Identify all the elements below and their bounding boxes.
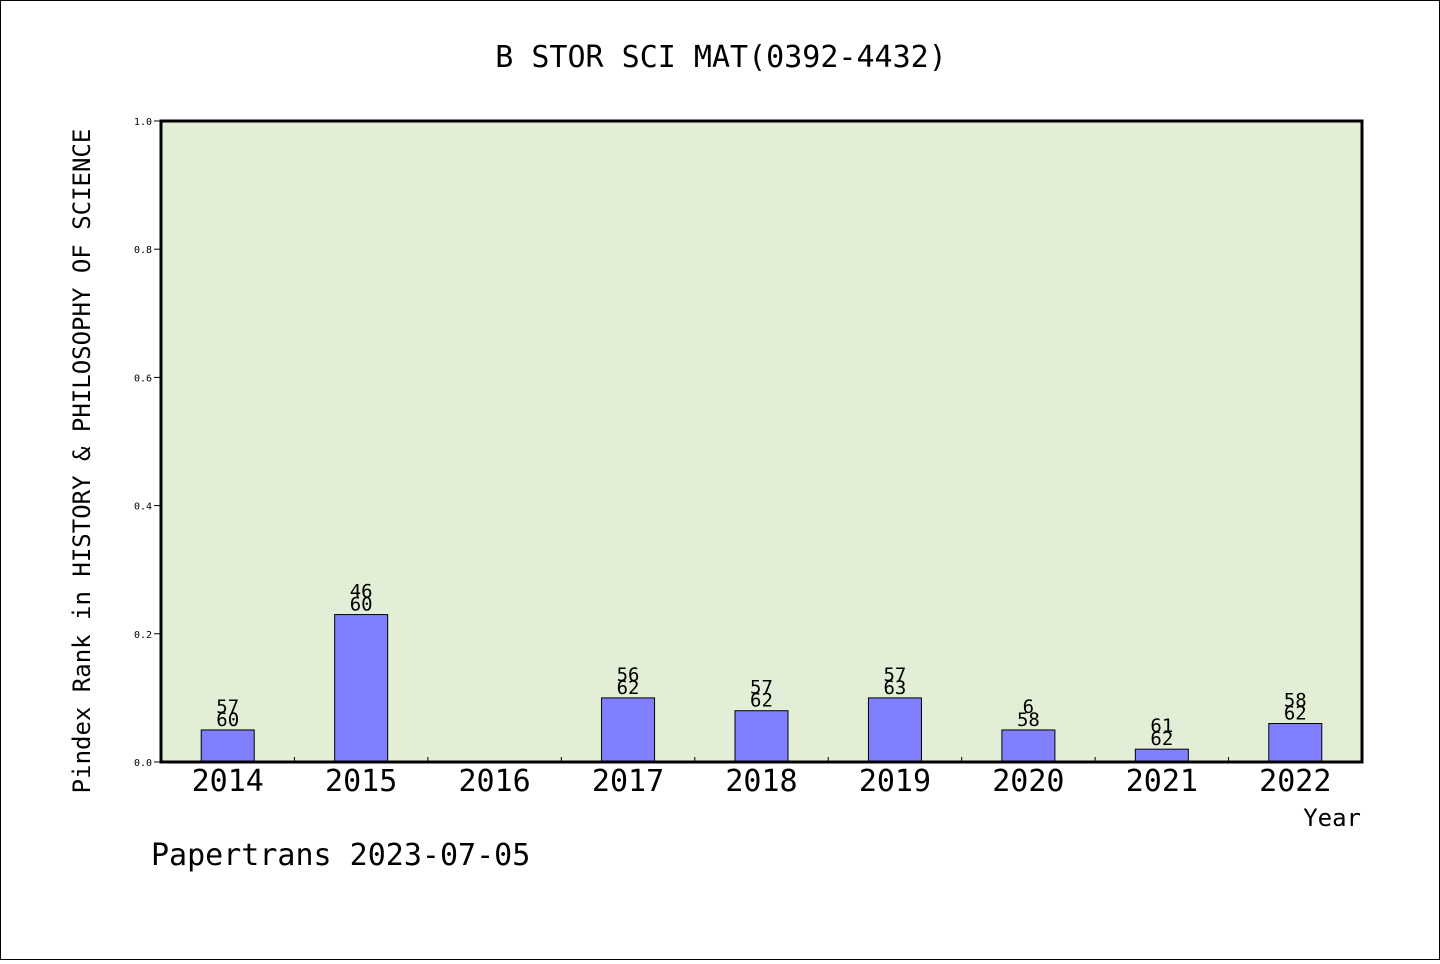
y-tick-label: 0.0 [134, 758, 152, 769]
data-label-bottom: 62 [1150, 728, 1173, 750]
x-tick-label: 2021 [1126, 764, 1198, 799]
data-label-bottom: 62 [750, 690, 773, 712]
x-tick-label: 2019 [859, 764, 931, 799]
x-tick-label: 2015 [325, 764, 397, 799]
bar-2021 [1134, 748, 1189, 763]
bar-2022 [1268, 723, 1323, 763]
plot-border [159, 119, 1364, 764]
y-tick-label: 1.0 [134, 117, 152, 128]
data-label-top: 57 [883, 664, 906, 686]
y-tick-label: 0.2 [134, 630, 152, 641]
bar-2020 [1001, 729, 1056, 763]
data-label-bottom: 60 [216, 709, 239, 731]
x-tick-label: 2017 [592, 764, 664, 799]
bar-2014 [200, 729, 255, 763]
x-tick-label: 2022 [1259, 764, 1331, 799]
bars-group [200, 614, 1323, 763]
data-label-bottom: 63 [883, 677, 906, 699]
data-label-top: 6 [1023, 696, 1034, 718]
data-label-top: 61 [1150, 715, 1173, 737]
bar-2015 [334, 614, 389, 763]
data-label-bottom: 60 [350, 594, 373, 616]
bar-2017 [601, 697, 656, 763]
y-axis-label: Pindex Rank in HISTORY & PHILOSOPHY OF S… [68, 129, 96, 794]
bar-2018 [734, 710, 789, 763]
data-label-top: 57 [750, 677, 773, 699]
x-tick-label: 2016 [458, 764, 530, 799]
x-tick-label: 2020 [992, 764, 1064, 799]
y-tick-label: 0.8 [134, 245, 152, 256]
y-tick-label: 0.4 [134, 502, 152, 513]
y-tick-label: 0.6 [134, 373, 152, 384]
data-label-top: 58 [1284, 690, 1307, 712]
chart-title: B STOR SCI MAT(0392-4432) [495, 40, 947, 75]
data-label-top: 56 [617, 664, 640, 686]
data-label-top: 46 [350, 581, 373, 603]
bar-2019 [867, 697, 922, 763]
data-label-bottom: 58 [1017, 709, 1040, 731]
footer-text: Papertrans 2023-07-05 [151, 838, 530, 873]
x-tick-label: 2018 [725, 764, 797, 799]
x-axis-label: Year [1303, 804, 1361, 832]
x-tick-label: 2014 [192, 764, 264, 799]
ticks-group: 0.0 0.2 0.4 0.6 0.8 1.0 2014 2015 2016 2017 2018 20… [134, 117, 1331, 799]
data-label-top: 57 [216, 696, 239, 718]
data-label-bottom: 62 [1284, 703, 1307, 725]
data-label-bottom: 62 [617, 677, 640, 699]
